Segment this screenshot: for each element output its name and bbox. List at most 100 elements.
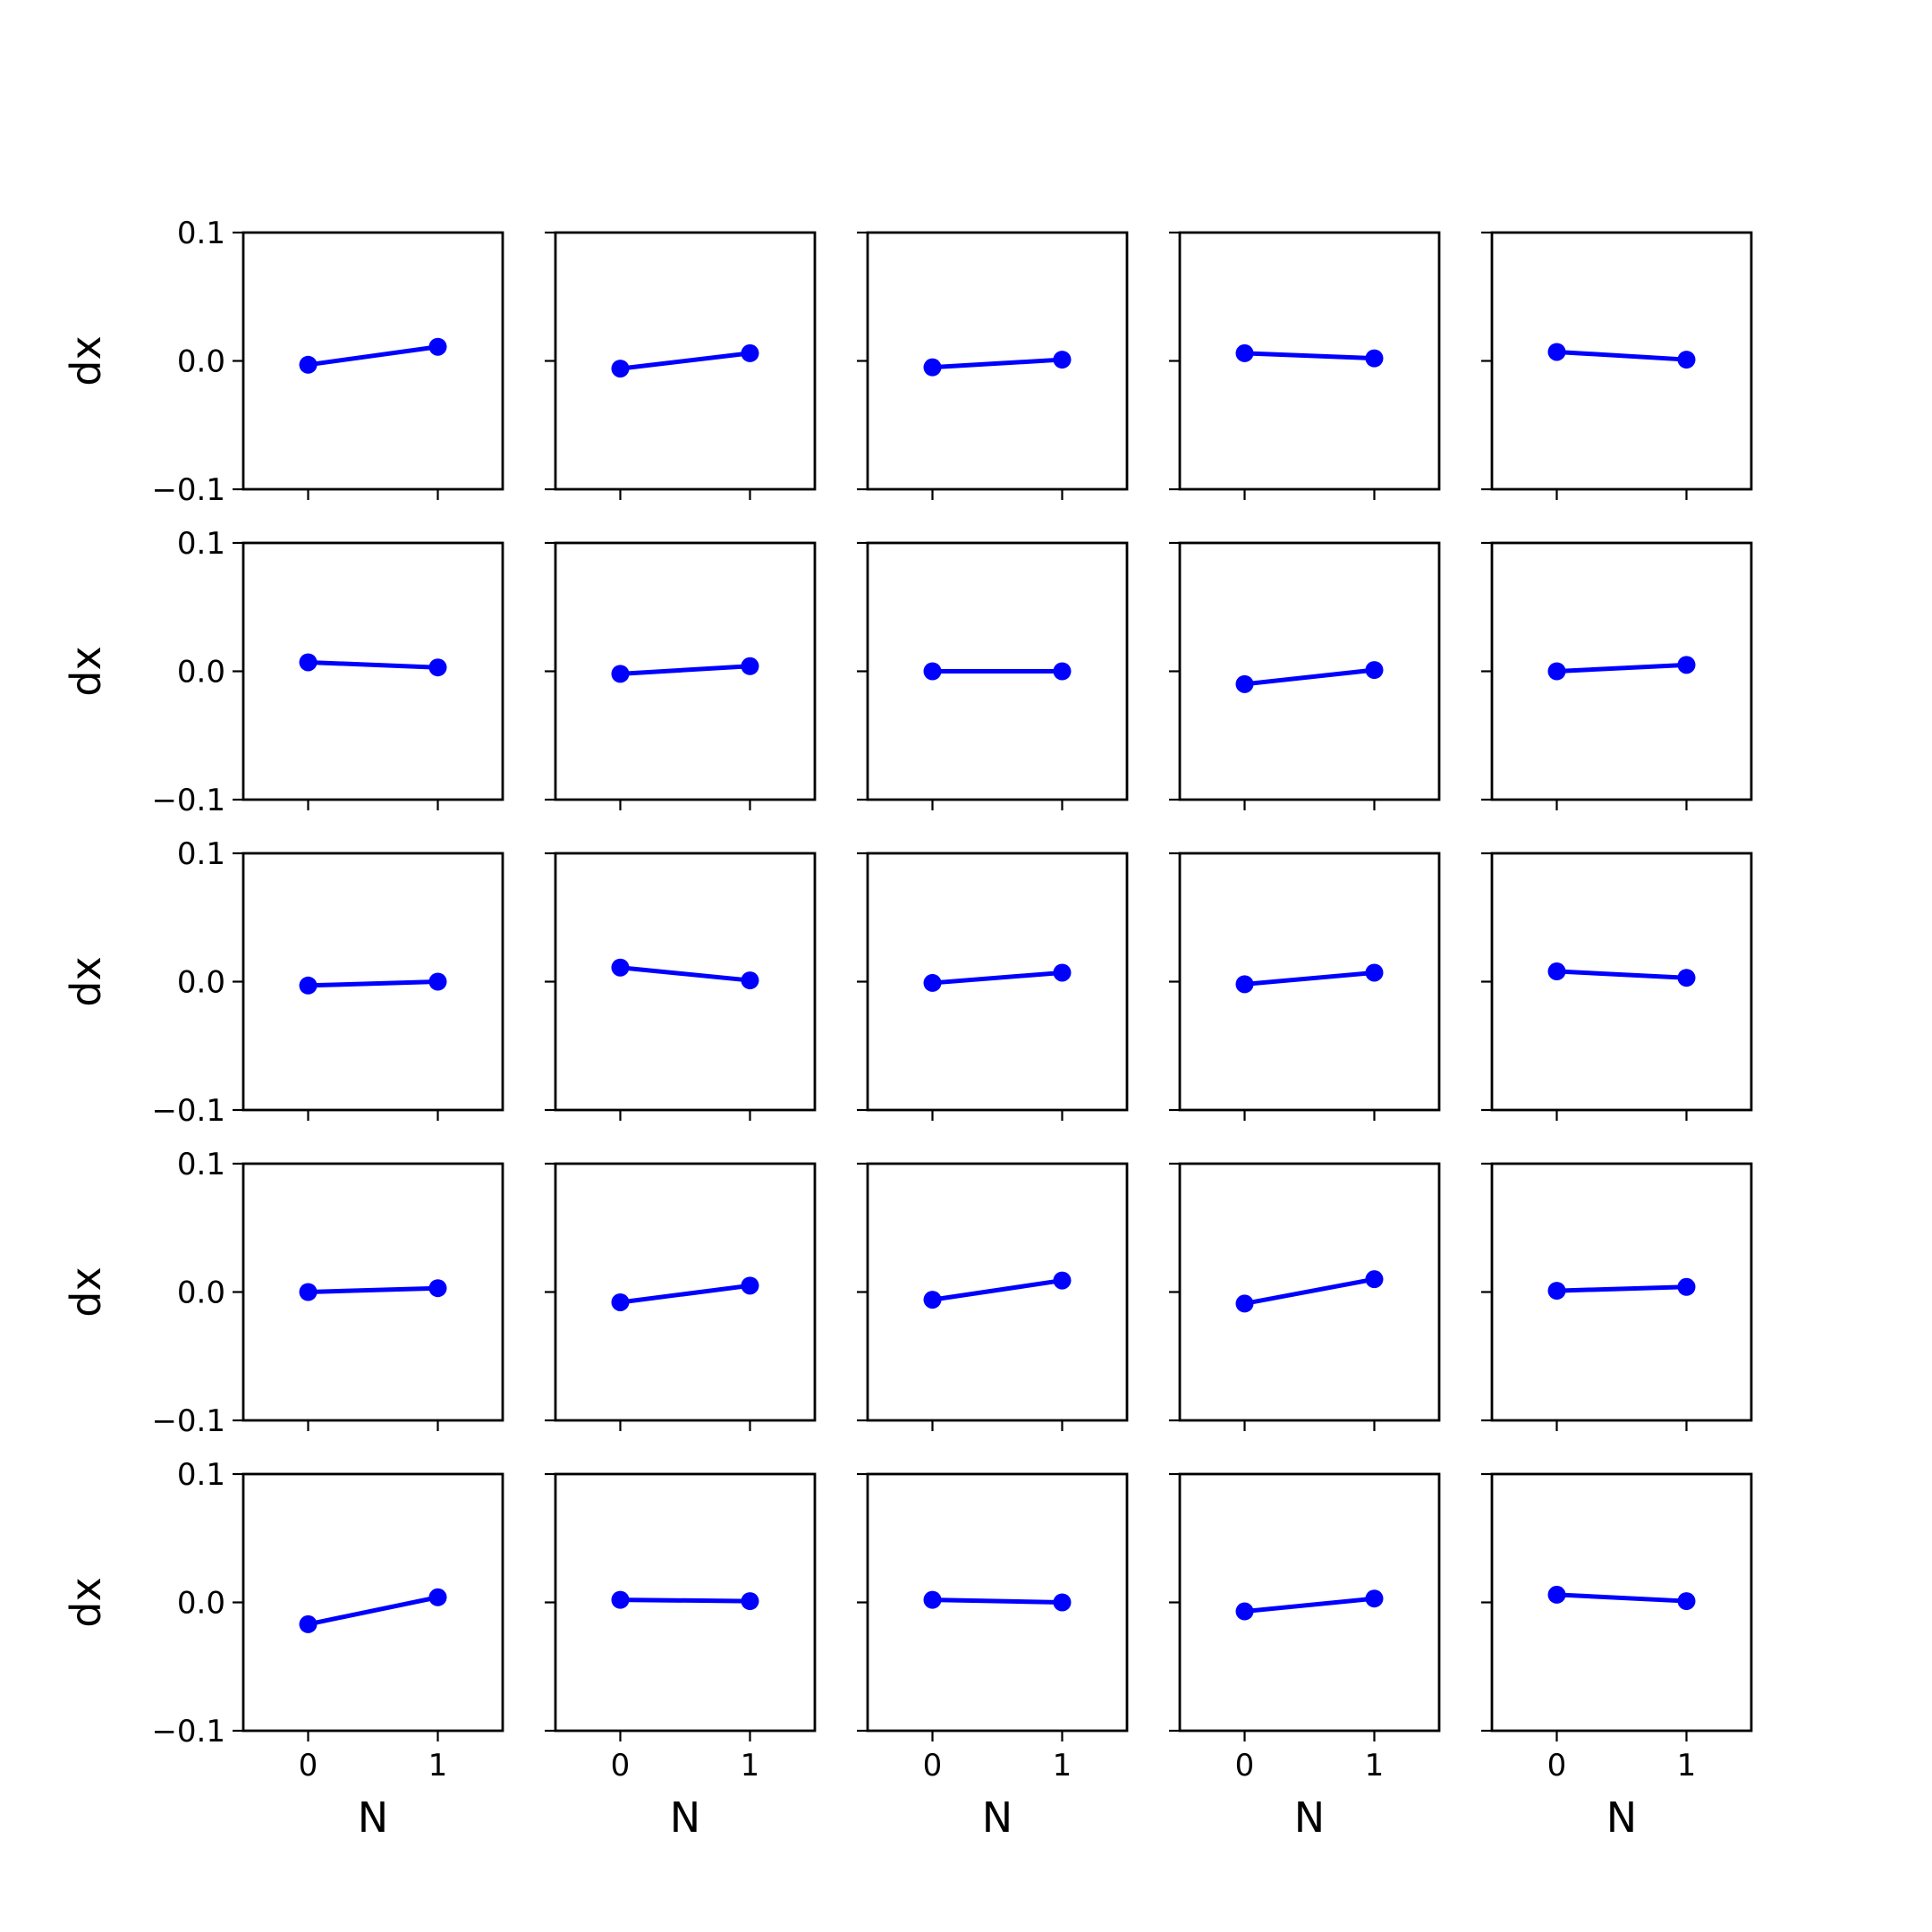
x-tick-label: 1 (1365, 1748, 1385, 1784)
data-point (1053, 662, 1072, 681)
subplot-r1-c3 (857, 231, 1129, 500)
axes-frame (1178, 541, 1441, 801)
data-point (611, 665, 630, 683)
axes-frame (1178, 852, 1441, 1112)
y-axis-label: dx (62, 335, 110, 386)
series-line (1555, 662, 1689, 674)
subplot-r5-c2: 0 1 N (545, 1472, 817, 1842)
x-tick-label: 0 (1235, 1748, 1255, 1784)
series-line (930, 970, 1064, 986)
subplot-r4-c5 (1481, 1162, 1753, 1431)
y-axis-label: dx (62, 956, 110, 1006)
y-tick-label: −0.1 (151, 783, 225, 818)
axes-frame (242, 541, 504, 801)
y-tick-label: −0.1 (151, 1093, 225, 1129)
data-point (611, 1292, 630, 1311)
series-line (1242, 1596, 1377, 1614)
data-point (923, 1590, 942, 1609)
series-line (930, 357, 1064, 370)
data-point (1547, 962, 1566, 981)
subplot-r4-c2 (545, 1162, 817, 1431)
series-line (1555, 349, 1689, 362)
axes-frame (866, 231, 1129, 491)
axes-frame (1490, 1162, 1753, 1422)
y-tick-label: 0.1 (177, 216, 225, 251)
data-point (1365, 1589, 1384, 1608)
data-point (428, 337, 447, 356)
subplot-r1-c2 (545, 231, 817, 500)
data-point (741, 657, 759, 675)
series-line (306, 1285, 440, 1294)
x-tick-label: 0 (611, 1748, 631, 1784)
y-tick-label: 0.1 (177, 1147, 225, 1182)
y-tick-label: 0.0 (177, 1275, 225, 1311)
data-point (299, 1283, 318, 1301)
x-axis-label: N (358, 1793, 388, 1842)
series-line (1555, 1284, 1689, 1293)
subplot-r4-c3 (857, 1162, 1129, 1431)
x-tick-label: 1 (428, 1748, 448, 1784)
y-axis-label: dx (62, 1577, 110, 1627)
data-point (1677, 1592, 1696, 1611)
data-point (1547, 1282, 1566, 1301)
series-line (1242, 667, 1377, 687)
data-point (299, 653, 318, 672)
y-tick-label: −0.1 (151, 1403, 225, 1439)
y-tick-label: 0.0 (177, 1586, 225, 1622)
series-line (306, 344, 440, 368)
y-tick-label: −0.1 (151, 472, 225, 508)
series-line (618, 965, 752, 983)
data-point (741, 1592, 759, 1611)
axes-frame (1490, 1472, 1753, 1733)
data-point (299, 355, 318, 374)
axes-frame (1178, 231, 1441, 491)
data-point (923, 358, 942, 377)
subplot-r3-c1: −0.1 0.0 0.1 dx (62, 836, 504, 1129)
axes-frame (242, 1472, 504, 1733)
axes-frame (242, 231, 504, 491)
series-line (1242, 1276, 1377, 1306)
subplot-r5-c5: 0 1 N (1481, 1472, 1753, 1842)
data-point (923, 1291, 942, 1309)
y-axis-label: dx (62, 646, 110, 696)
series-line (618, 664, 752, 676)
x-tick-label: 0 (1547, 1748, 1567, 1784)
y-tick-label: 0.1 (177, 526, 225, 562)
data-point (741, 971, 759, 990)
subplot-r1-c5 (1481, 231, 1753, 500)
axes-frame (1178, 1472, 1441, 1733)
data-point (1677, 656, 1696, 674)
series-line (930, 1278, 1064, 1302)
data-point (299, 1614, 318, 1633)
data-point (1365, 963, 1384, 982)
y-tick-label: 0.0 (177, 965, 225, 1001)
series-line (306, 979, 440, 988)
subplot-r3-c5 (1481, 852, 1753, 1121)
data-point (1235, 674, 1254, 693)
y-tick-label: 0.1 (177, 836, 225, 872)
data-point (611, 958, 630, 977)
series-line (618, 351, 752, 371)
x-axis-label: N (1606, 1793, 1637, 1842)
axes-frame (1490, 231, 1753, 491)
subplot-r4-c1: −0.1 0.0 0.1 dx (62, 1147, 504, 1439)
data-point (1677, 1277, 1696, 1296)
axes-frame (554, 852, 817, 1112)
subplot-r2-c3 (857, 541, 1129, 810)
subplot-r5-c3: 0 1 N (857, 1472, 1129, 1842)
data-point (923, 973, 942, 992)
data-point (1053, 963, 1072, 982)
data-point (428, 1279, 447, 1298)
data-point (1547, 1585, 1566, 1604)
x-axis-label: N (982, 1793, 1013, 1842)
x-axis-label: N (1294, 1793, 1325, 1842)
data-point (1547, 343, 1566, 361)
data-point (611, 360, 630, 378)
data-point (428, 658, 447, 677)
series-line (1555, 969, 1689, 980)
y-tick-label: −0.1 (151, 1714, 225, 1750)
subplot-r2-c2 (545, 541, 817, 810)
series-line (618, 1283, 752, 1305)
series-line (1242, 970, 1377, 987)
